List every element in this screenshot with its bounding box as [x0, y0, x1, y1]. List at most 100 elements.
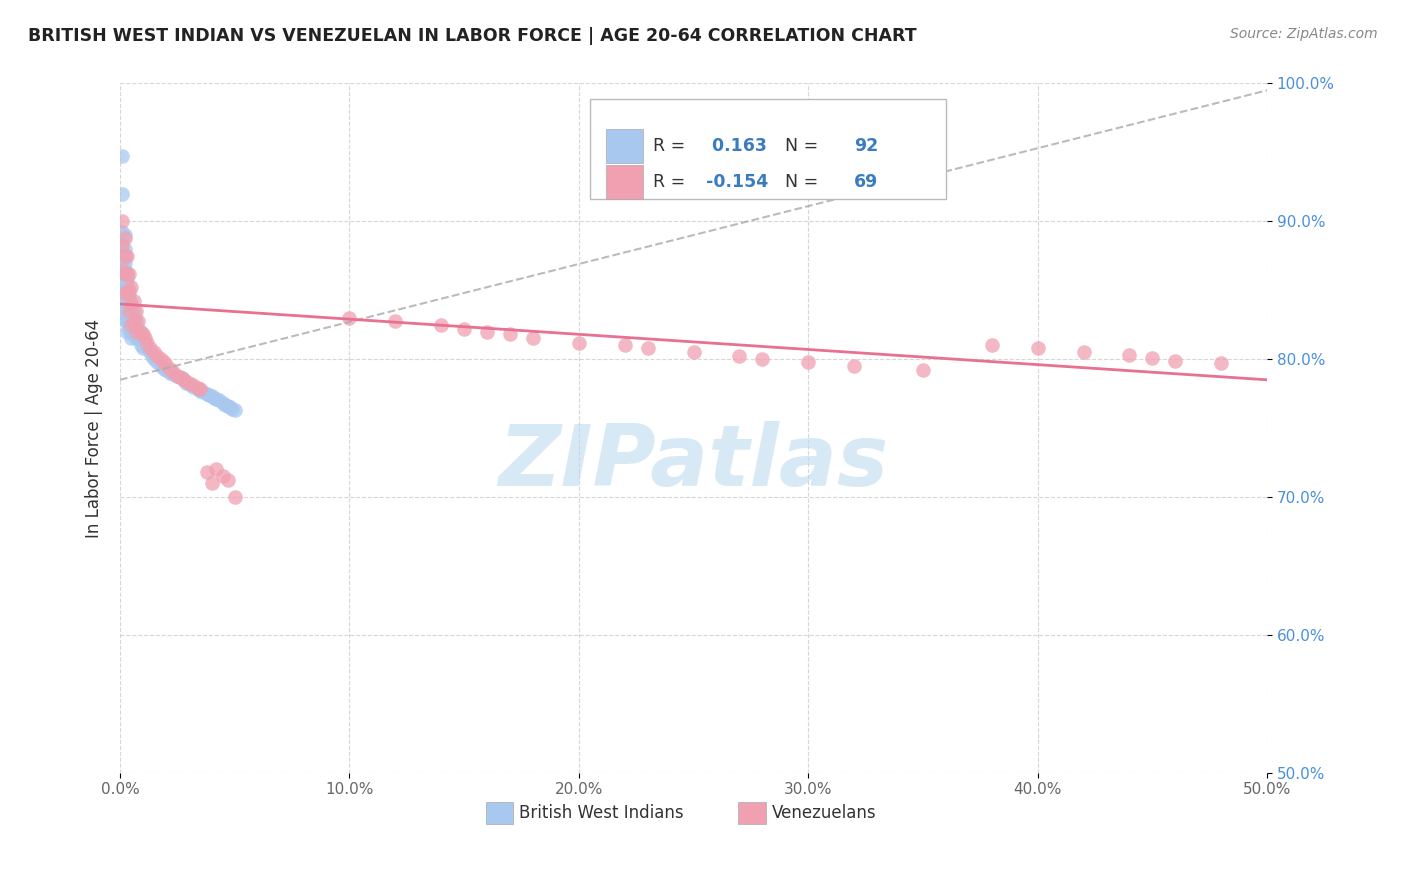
- Point: [115, 267, 138, 281]
- Point: [111, 280, 134, 294]
- Point: [129, 325, 152, 339]
- Point: [115, 249, 138, 263]
- Point: [118, 290, 141, 304]
- Point: [125, 313, 148, 327]
- Point: [219, 401, 242, 415]
- Point: [122, 294, 145, 309]
- Point: [125, 322, 148, 336]
- Point: [139, 345, 162, 359]
- Point: [139, 341, 162, 355]
- FancyBboxPatch shape: [591, 99, 946, 199]
- Point: [188, 384, 211, 398]
- Point: [122, 318, 145, 332]
- Point: [127, 313, 149, 327]
- Point: [797, 355, 820, 369]
- Point: [114, 280, 136, 294]
- Point: [522, 331, 544, 345]
- Point: [120, 325, 142, 339]
- Point: [111, 246, 134, 260]
- Point: [125, 331, 148, 345]
- Point: [682, 345, 704, 359]
- Point: [111, 285, 134, 300]
- Point: [187, 383, 209, 397]
- Point: [114, 262, 136, 277]
- Point: [212, 396, 235, 410]
- Point: [1073, 345, 1095, 359]
- Point: [499, 327, 522, 342]
- Point: [118, 304, 141, 318]
- Point: [136, 335, 159, 350]
- Point: [115, 267, 138, 281]
- Point: [198, 388, 221, 402]
- Point: [217, 399, 239, 413]
- Point: [150, 359, 173, 373]
- Point: [188, 383, 211, 397]
- Point: [115, 290, 138, 304]
- Point: [111, 186, 134, 201]
- Point: [1118, 348, 1140, 362]
- Point: [122, 310, 145, 325]
- FancyBboxPatch shape: [606, 129, 643, 163]
- Point: [1026, 341, 1049, 355]
- Point: [129, 327, 152, 342]
- Point: [115, 294, 138, 309]
- Point: [132, 331, 155, 345]
- Point: [145, 350, 167, 364]
- Point: [114, 231, 136, 245]
- Point: [212, 469, 235, 483]
- Point: [120, 318, 142, 332]
- Point: [118, 308, 141, 322]
- Point: [118, 313, 141, 327]
- Text: 92: 92: [853, 137, 879, 155]
- Point: [111, 225, 134, 239]
- Point: [118, 322, 141, 336]
- Point: [115, 300, 138, 314]
- Point: [224, 403, 246, 417]
- Point: [120, 331, 142, 345]
- Point: [111, 255, 134, 269]
- Point: [141, 350, 163, 364]
- Point: [114, 294, 136, 309]
- Point: [201, 476, 224, 491]
- Point: [145, 355, 167, 369]
- Point: [115, 280, 138, 294]
- Point: [195, 465, 218, 479]
- Point: [114, 285, 136, 300]
- Text: Source: ZipAtlas.com: Source: ZipAtlas.com: [1230, 27, 1378, 41]
- Point: [173, 373, 195, 387]
- Point: [111, 149, 134, 163]
- Point: [118, 294, 141, 309]
- Point: [568, 335, 591, 350]
- Point: [728, 350, 751, 364]
- Point: [143, 345, 166, 359]
- Text: -0.154: -0.154: [706, 173, 768, 191]
- Point: [115, 272, 138, 286]
- Point: [162, 368, 184, 382]
- Point: [207, 393, 229, 408]
- Point: [120, 318, 142, 332]
- Point: [118, 283, 141, 297]
- Point: [217, 474, 239, 488]
- Point: [120, 297, 142, 311]
- Point: [177, 376, 200, 391]
- Point: [114, 249, 136, 263]
- Point: [114, 300, 136, 314]
- Text: British West Indians: British West Indians: [519, 804, 683, 822]
- Point: [173, 373, 195, 387]
- Point: [224, 490, 246, 504]
- Point: [201, 389, 224, 403]
- Point: [842, 359, 865, 373]
- Point: [127, 322, 149, 336]
- Point: [166, 368, 188, 383]
- Point: [114, 287, 136, 301]
- Point: [169, 370, 191, 384]
- Point: [751, 352, 773, 367]
- Point: [115, 308, 138, 322]
- Point: [122, 313, 145, 327]
- Point: [205, 392, 228, 406]
- Point: [152, 361, 174, 376]
- Point: [911, 363, 934, 377]
- Point: [115, 325, 138, 339]
- Point: [166, 368, 188, 383]
- Point: [125, 325, 148, 339]
